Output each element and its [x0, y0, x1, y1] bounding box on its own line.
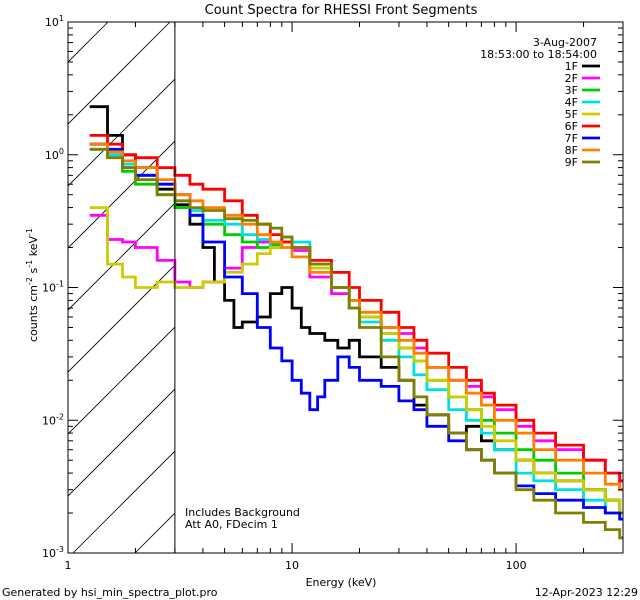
footer-timestamp: 12-Apr-2023 12:29: [535, 586, 638, 599]
annotation-date: 3-Aug-2007: [533, 36, 597, 49]
y-tick-label: 101: [45, 14, 64, 29]
y-tick-label: 10-3: [42, 545, 64, 560]
legend-label-1F: 1F: [565, 60, 578, 73]
series-4F: [89, 147, 623, 521]
y-tick-label: 10-2: [42, 412, 64, 427]
hatch-line: [68, 388, 175, 497]
axis-ticks: [67, 22, 624, 554]
x-tick-label: 100: [506, 559, 527, 572]
series-9F: [89, 147, 623, 540]
hatch-line: [68, 78, 175, 187]
tick-labels: 1 10 100 10-3 10-2 10-1 100 101: [42, 14, 527, 572]
legend-label-8F: 8F: [565, 144, 578, 157]
legend-label-4F: 4F: [565, 96, 578, 109]
legend-label-6F: 6F: [565, 120, 578, 133]
footer-generated-by: Generated by hsi_min_spectra_plot.pro: [2, 586, 218, 599]
annotation-time-range: 18:53:00 to 18:54:00: [480, 48, 597, 61]
x-axis-label: Energy (keV): [306, 576, 377, 589]
series-6F: [89, 134, 623, 483]
y-tick-label: 100: [45, 147, 64, 162]
legend-label-3F: 3F: [565, 84, 578, 97]
y-axis-label: counts cm-2 s-1 keV-1: [25, 228, 40, 342]
series-7F: [89, 142, 623, 521]
legend-label-9F: 9F: [565, 156, 578, 169]
series-3F: [89, 142, 623, 515]
chart-title: Count Spectra for RHESSI Front Segments: [205, 3, 478, 18]
series-group: [89, 105, 623, 540]
hatch-line: [68, 22, 171, 125]
x-tick-label: 10: [285, 559, 299, 572]
annotation-background: Includes Background: [185, 506, 300, 519]
annotation-attenuator: Att A0, FDecim 1: [185, 518, 278, 531]
series-5F: [89, 206, 623, 515]
hatch-line: [68, 202, 175, 311]
hatch-line: [631, 22, 640, 553]
legend-label-5F: 5F: [565, 108, 578, 121]
x-tick-label: 1: [65, 559, 72, 572]
hatch-line: [72, 450, 175, 553]
legend-label-2F: 2F: [565, 72, 578, 85]
y-tick-label: 10-1: [42, 280, 64, 295]
legend-label-7F: 7F: [565, 132, 578, 145]
